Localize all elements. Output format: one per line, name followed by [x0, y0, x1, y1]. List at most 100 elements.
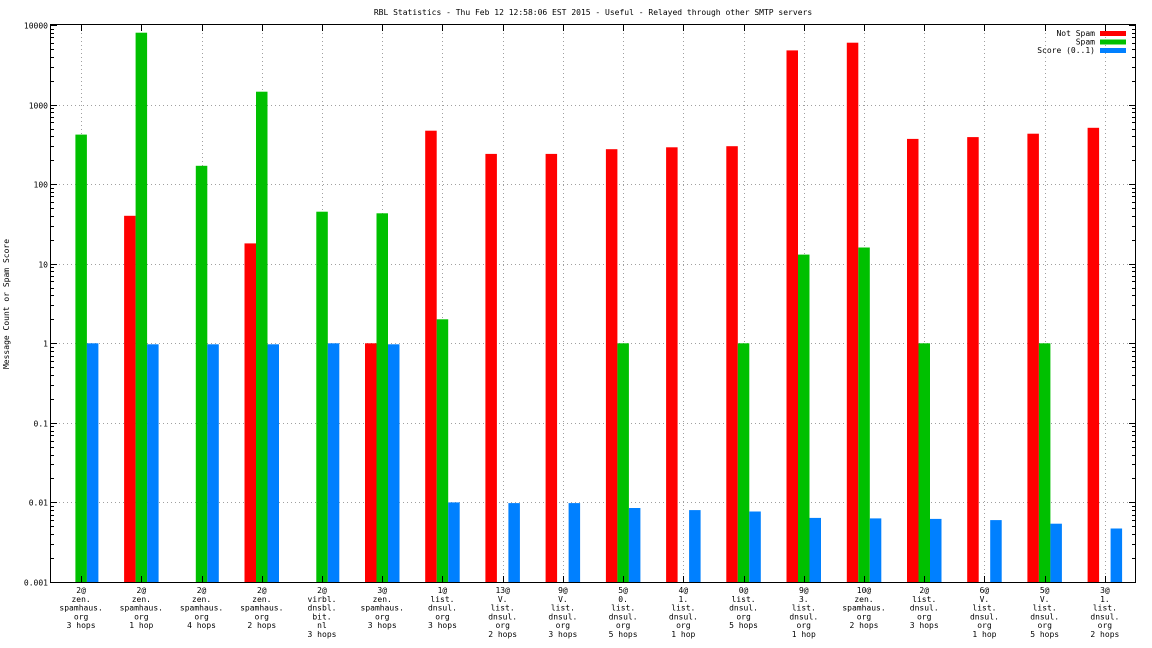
x-tick-label: dnsul.: [669, 612, 698, 621]
legend-swatch: [1100, 31, 1126, 36]
x-tick-label: 5 hops: [729, 621, 758, 630]
x-tick-label: dnsul.: [1030, 612, 1059, 621]
x-tick-label: spamhaus.: [59, 604, 102, 613]
bars-layer: [75, 32, 1123, 583]
bar-spam: [195, 165, 208, 583]
axis-ticks: 0.0010.010.11101001000100002@zen.spamhau…: [24, 22, 1135, 639]
x-tick-label: org: [435, 612, 450, 621]
y-tick-label: 0.001: [24, 579, 48, 588]
x-tick-label: spamhaus.: [361, 604, 404, 613]
bar-score: [327, 343, 340, 582]
x-tick-label: list.: [912, 595, 936, 604]
x-tick-label: org: [736, 612, 751, 621]
bar-score: [508, 503, 520, 582]
x-tick-label: 2@: [257, 586, 267, 595]
x-tick-label: 1 hop: [671, 630, 695, 639]
x-tick-label: zen.: [192, 595, 211, 604]
x-tick-label: 1 hop: [972, 630, 996, 639]
x-tick-label: org: [495, 621, 510, 630]
x-tick-label: 2@: [919, 586, 929, 595]
x-tick-label: 2 hops: [850, 621, 879, 630]
x-tick-label: 1@: [438, 586, 448, 595]
x-tick-label: list.: [430, 595, 454, 604]
x-tick-label: 1.: [679, 595, 689, 604]
bar-score: [1050, 523, 1062, 582]
x-tick-label: list.: [732, 595, 756, 604]
x-tick-label: V.: [1040, 595, 1050, 604]
x-tick-label: zen.: [854, 595, 873, 604]
x-tick-label: 5 hops: [1030, 630, 1059, 639]
x-tick-label: org: [194, 612, 209, 621]
x-tick-label: list.: [551, 604, 575, 613]
bar-not-spam: [967, 137, 979, 582]
x-tick-label: org: [375, 612, 390, 621]
bar-score: [628, 508, 641, 582]
x-tick-label: 6@: [980, 586, 990, 595]
x-tick-label: org: [917, 612, 932, 621]
bar-score: [990, 520, 1002, 582]
x-tick-label: 3.: [799, 595, 809, 604]
x-tick-label: zen.: [252, 595, 271, 604]
bar-score: [147, 344, 159, 582]
bar-score: [568, 503, 581, 582]
x-tick-label: org: [857, 612, 872, 621]
bar-not-spam: [244, 243, 256, 582]
x-tick-label: org: [1098, 621, 1113, 630]
bar-not-spam: [485, 153, 497, 582]
x-tick-label: dnsbl.: [308, 604, 337, 613]
x-tick-label: 3 hops: [428, 621, 457, 630]
bar-not-spam: [605, 149, 618, 582]
x-tick-label: 3@: [1100, 586, 1110, 595]
legend-swatch: [1100, 48, 1126, 53]
x-tick-label: dnsul.: [970, 612, 999, 621]
bar-spam: [858, 247, 870, 582]
x-tick-label: list.: [611, 604, 635, 613]
x-tick-label: list.: [491, 604, 515, 613]
x-tick-label: zen.: [71, 595, 90, 604]
bar-not-spam: [666, 147, 678, 583]
x-tick-label: 3 hops: [368, 621, 397, 630]
x-tick-label: 13@: [495, 586, 510, 595]
x-tick-label: 5@: [618, 586, 628, 595]
x-tick-label: 2@: [137, 586, 147, 595]
x-tick-label: list.: [1033, 604, 1057, 613]
y-tick-label: 0.1: [34, 420, 49, 429]
y-tick-label: 0.01: [29, 499, 48, 508]
x-tick-label: zen.: [132, 595, 151, 604]
x-tick-label: dnsul.: [488, 612, 517, 621]
bar-spam: [436, 319, 449, 582]
x-tick-label: V.: [980, 595, 990, 604]
x-tick-label: dnsul.: [1090, 612, 1119, 621]
x-tick-label: 2@: [76, 586, 86, 595]
bar-not-spam: [726, 146, 738, 582]
bar-spam: [737, 343, 750, 582]
x-tick-label: 4@: [679, 586, 689, 595]
legend-label: Not Spam: [1056, 29, 1095, 38]
x-tick-label: dnsul.: [428, 604, 457, 613]
bar-spam: [617, 343, 629, 582]
x-tick-label: dnsul.: [789, 612, 818, 621]
x-tick-label: 1 hop: [792, 630, 816, 639]
x-tick-label: dnsul.: [910, 604, 939, 613]
y-tick-label: 100: [34, 181, 49, 190]
x-tick-label: 3@: [377, 586, 387, 595]
x-tick-label: 5 hops: [609, 630, 638, 639]
bar-spam: [316, 211, 328, 582]
x-tick-label: V.: [498, 595, 508, 604]
x-tick-label: 4 hops: [187, 621, 216, 630]
bar-spam: [376, 213, 388, 583]
x-tick-label: 2 hops: [247, 621, 276, 630]
bar-score: [207, 344, 219, 582]
x-tick-label: org: [616, 621, 631, 630]
x-tick-label: 10@: [857, 586, 872, 595]
legend-label: Spam: [1076, 38, 1095, 47]
bar-spam: [918, 343, 930, 582]
x-tick-label: V.: [558, 595, 568, 604]
y-tick-label: 1000: [29, 102, 48, 111]
x-tick-label: 3 hops: [308, 630, 337, 639]
chart-title: RBL Statistics - Thu Feb 12 12:58:06 EST…: [374, 8, 812, 17]
x-tick-label: list.: [792, 604, 816, 613]
x-tick-label: list.: [972, 604, 996, 613]
x-tick-label: org: [676, 621, 691, 630]
